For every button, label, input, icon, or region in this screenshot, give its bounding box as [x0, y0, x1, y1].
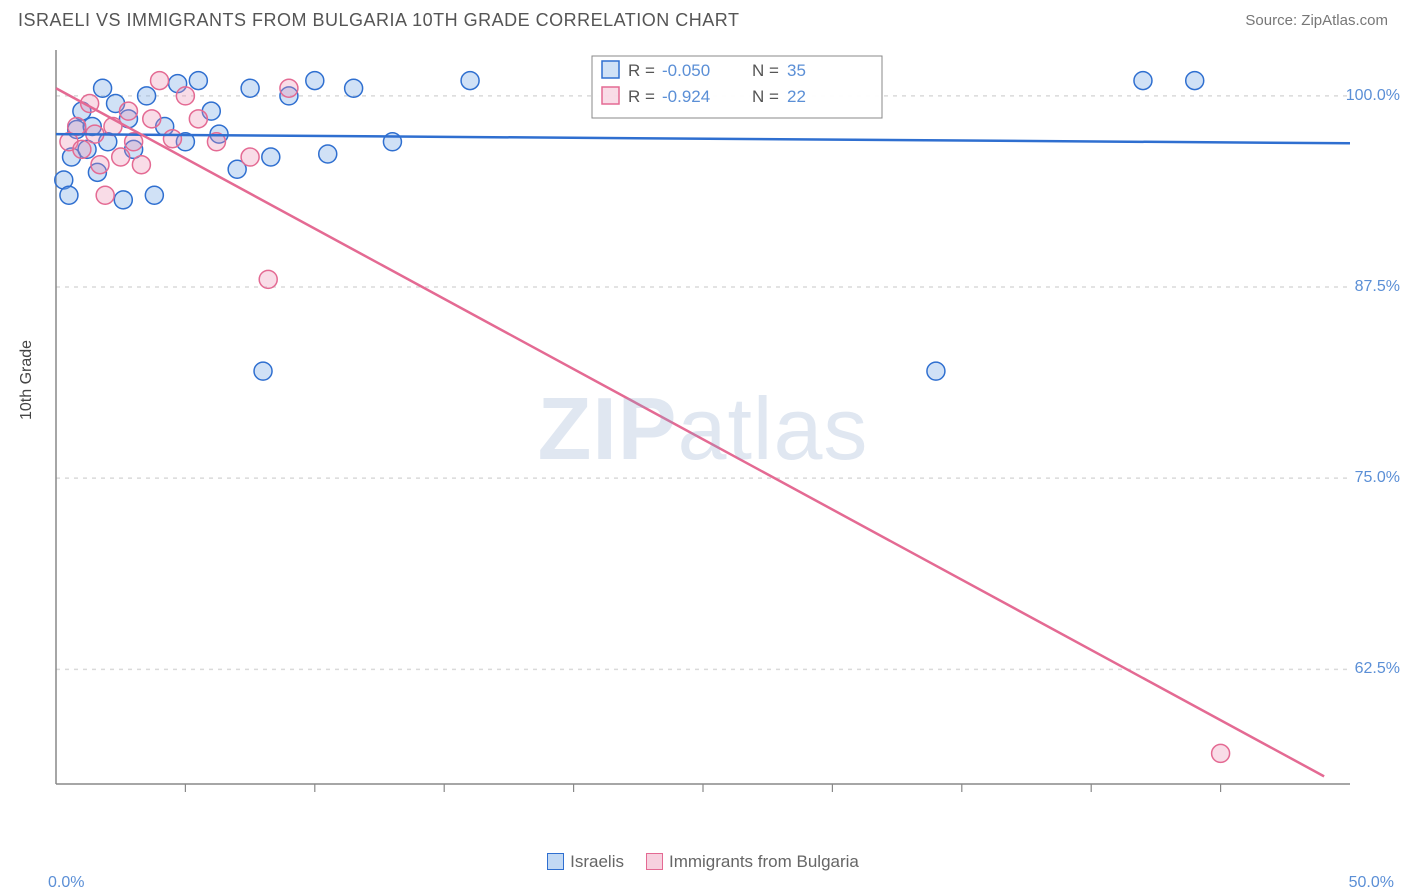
- scatter-chart-svg: R = -0.050 N = 35 R = -0.924 N = 22: [52, 44, 1354, 814]
- y-axis-label: 10th Grade: [18, 340, 36, 420]
- y-tick-label: 87.5%: [1355, 278, 1400, 296]
- svg-text:35: 35: [787, 61, 806, 80]
- legend-swatch-bulgaria: [646, 853, 663, 870]
- legend-item-bulgaria: Immigrants from Bulgaria: [646, 852, 859, 872]
- y-tick-label: 100.0%: [1346, 87, 1400, 105]
- svg-text:-0.050: -0.050: [662, 61, 710, 80]
- y-tick-label: 75.0%: [1355, 469, 1400, 487]
- svg-text:R =: R =: [628, 61, 655, 80]
- source-attribution: Source: ZipAtlas.com: [1245, 12, 1388, 29]
- svg-text:-0.924: -0.924: [662, 87, 710, 106]
- y-tick-label: 62.5%: [1355, 660, 1400, 678]
- legend-swatch-israelis: [547, 853, 564, 870]
- legend-label-bulgaria: Immigrants from Bulgaria: [669, 852, 859, 871]
- chart-area: R =-0.050N =35R =-0.924N =22 ZIPatlas: [52, 44, 1354, 814]
- svg-text:R =: R =: [628, 87, 655, 106]
- source-prefix: Source:: [1245, 12, 1301, 29]
- svg-text:N =: N =: [752, 61, 779, 80]
- legend-item-israelis: Israelis: [547, 852, 624, 872]
- x-tick-label: 50.0%: [1349, 874, 1394, 892]
- legend-label-israelis: Israelis: [570, 852, 624, 871]
- chart-title: ISRAELI VS IMMIGRANTS FROM BULGARIA 10TH…: [18, 10, 739, 31]
- x-tick-label: 0.0%: [48, 874, 84, 892]
- source-name: ZipAtlas.com: [1301, 12, 1388, 29]
- header: ISRAELI VS IMMIGRANTS FROM BULGARIA 10TH…: [0, 0, 1406, 39]
- svg-text:22: 22: [787, 87, 806, 106]
- svg-text:N =: N =: [752, 87, 779, 106]
- bottom-legend: Israelis Immigrants from Bulgaria: [0, 852, 1406, 872]
